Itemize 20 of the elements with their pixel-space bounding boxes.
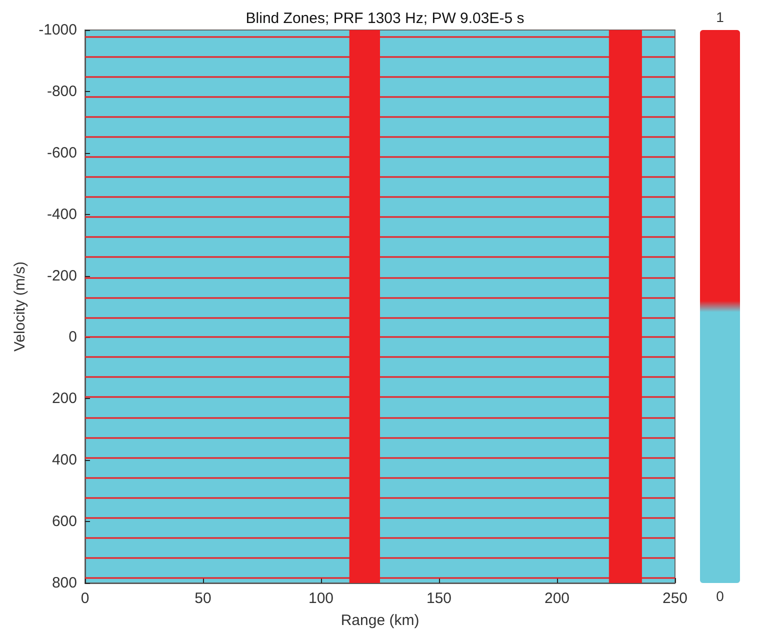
color-bar-label: 1 [716, 9, 724, 25]
chart-title: Blind Zones; PRF 1303 Hz; PW 9.03E-5 s [246, 10, 524, 27]
y-tick-label: -600 [46, 144, 77, 162]
x-tick-label: 100 [308, 590, 334, 607]
y-tick-label: 400 [52, 452, 77, 469]
y-axis-title: Velocity (m/s) [12, 261, 29, 352]
y-tick-label: 200 [52, 390, 77, 408]
y-tick-label: -400 [46, 206, 77, 223]
y-tick-label: -800 [46, 82, 77, 100]
y-tick-label: 800 [52, 574, 77, 592]
x-tick-label: 150 [426, 590, 452, 607]
x-tick-label: 0 [80, 590, 90, 607]
y-tick-label: -1000 [38, 22, 77, 38]
x-tick-label: 50 [194, 590, 212, 607]
x-tick-label: 250 [662, 590, 688, 607]
y-tick-label: -200 [46, 267, 77, 284]
x-tick-label: 200 [544, 590, 570, 607]
y-tick-label: 0 [68, 328, 77, 346]
x-axis-title: Range (km) [340, 612, 420, 629]
y-tick-label: 600 [52, 513, 77, 530]
